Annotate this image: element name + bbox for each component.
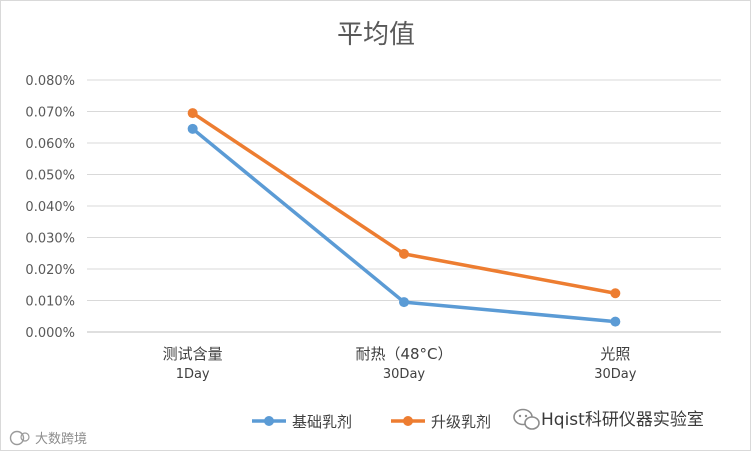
y-tick-label: 0.000% [25,326,75,341]
x-tick-sublabel: 30Day [594,367,637,382]
legend-marker [403,416,413,426]
y-axis-ticks: 0.000% 0.010% 0.020% 0.030% 0.040% 0.050% 0.06… [25,74,75,341]
series-lines [190,111,618,324]
corner-watermark: 大数跨境 [9,430,87,447]
x-tick-sublabel: 30Day [383,367,426,382]
legend-label: 升级乳剂 [431,413,491,431]
x-tick-label: 耐热（48°C） [355,345,452,363]
data-point [399,297,409,308]
y-tick-label: 0.080% [25,74,75,89]
corner-watermark-text: 大数跨境 [35,432,87,447]
y-tick-label: 0.070% [25,106,75,121]
data-point [610,288,621,299]
legend: 基础乳剂 升级乳剂 [252,413,491,431]
data-point [187,108,198,119]
y-tick-label: 0.030% [25,232,75,247]
wechat-icon [513,408,540,430]
chart-title: 平均值 [337,20,415,50]
series-line-2 [190,111,618,296]
corner-logo-icon [9,430,30,446]
series-points [187,108,621,327]
brand-watermark-text: Hqist科研仪器实验室 [541,410,704,430]
x-tick-sublabel: 1Day [176,367,210,382]
y-tick-label: 0.040% [25,200,75,215]
data-point [187,123,198,134]
y-tick-label: 0.020% [25,263,75,278]
legend-marker [264,416,274,426]
legend-label: 基础乳剂 [292,413,352,431]
x-tick-label: 光照 [600,345,630,363]
data-point [399,248,409,259]
brand-watermark: Hqist科研仪器实验室 [513,408,704,430]
y-tick-label: 0.060% [25,137,75,152]
y-tick-label: 0.050% [25,169,75,184]
data-point [610,316,621,327]
x-tick-label: 测试含量 [163,345,223,363]
x-axis-ticks: 测试含量 1Day 耐热（48°C） 30Day 光照 30Day [163,345,637,382]
y-tick-label: 0.010% [25,295,75,310]
gridlines [87,79,721,333]
series-line-1 [190,127,618,324]
